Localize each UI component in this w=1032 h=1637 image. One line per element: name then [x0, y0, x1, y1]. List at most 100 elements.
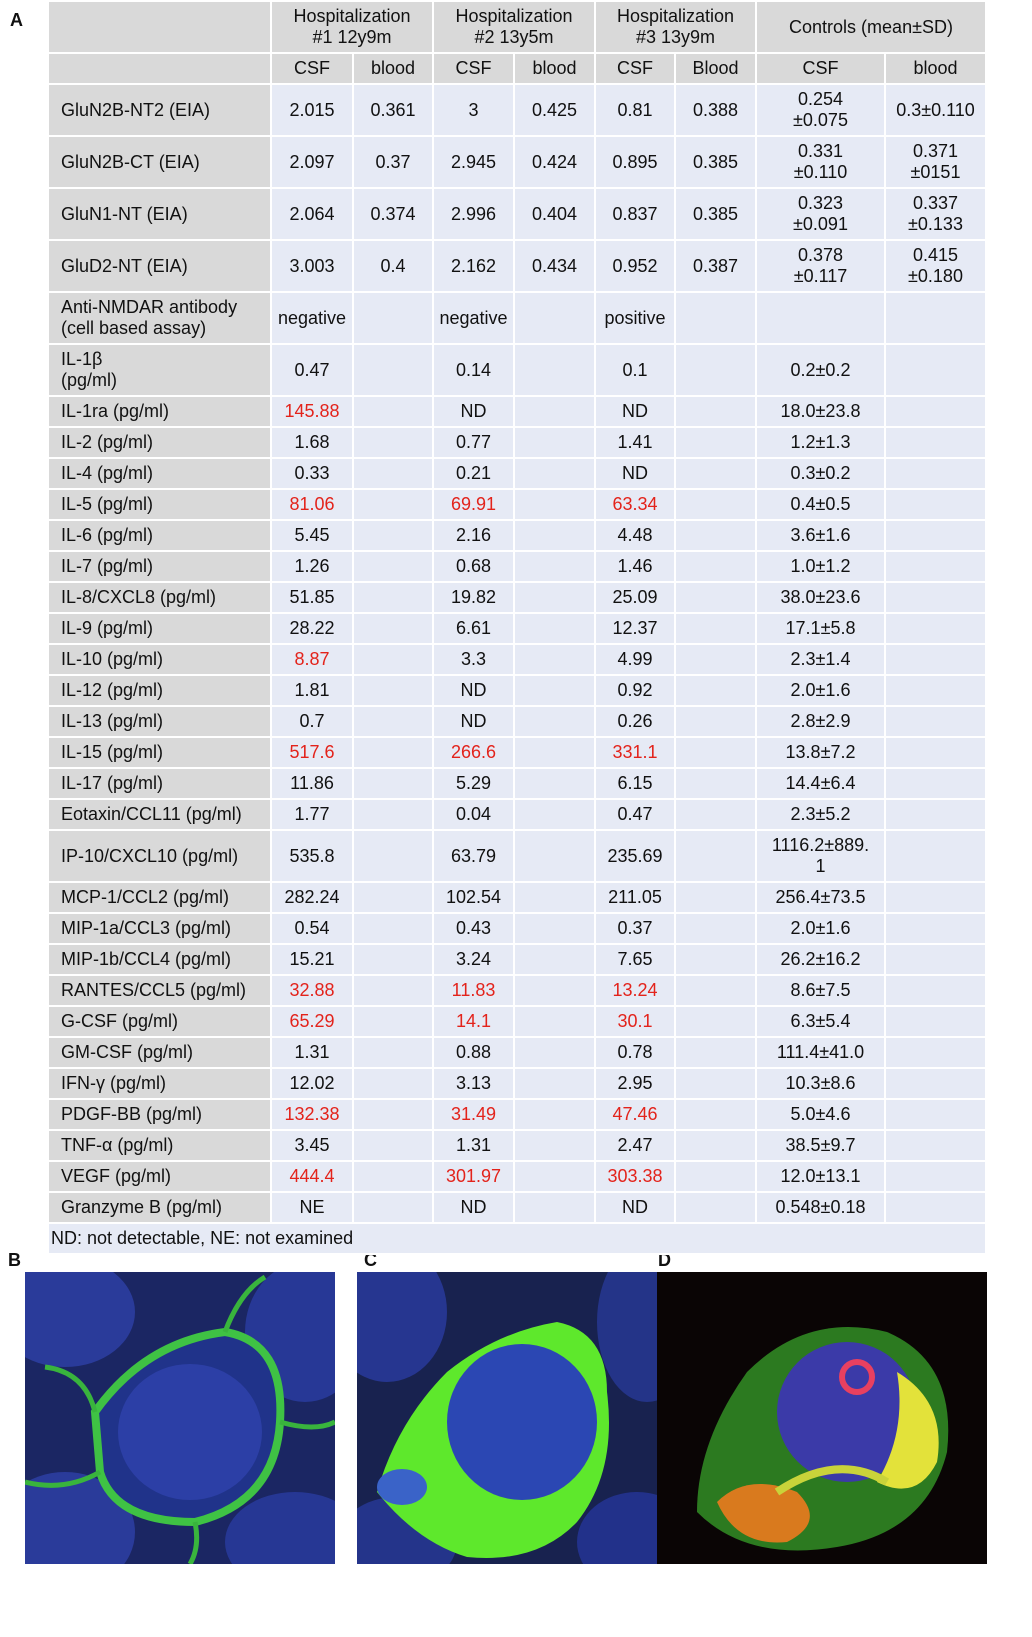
- cell: 0.331 ±0.110: [755, 135, 886, 189]
- cell: [513, 767, 596, 800]
- cell: 111.4±41.0: [755, 1036, 886, 1069]
- row-label: GluD2-NT (EIA): [47, 239, 272, 293]
- cell: [352, 1129, 434, 1162]
- table-row: IL-13 (pg/ml) 0.7 ND 0.26 2.8±2.9: [47, 705, 987, 738]
- cell: 1.68: [270, 426, 354, 459]
- cell: [674, 736, 757, 769]
- cell: 3.003: [270, 239, 354, 293]
- cell: 18.0±23.8: [755, 395, 886, 428]
- cell: [884, 457, 987, 490]
- cell: [674, 1067, 757, 1100]
- cell: 0.4: [352, 239, 434, 293]
- cell: [674, 705, 757, 738]
- header-cell: [47, 0, 272, 54]
- row-label: GM-CSF (pg/ml): [47, 1036, 272, 1069]
- row-label: IL-13 (pg/ml): [47, 705, 272, 738]
- cell: 0.385: [674, 135, 757, 189]
- cell: [513, 943, 596, 976]
- cell: [352, 829, 434, 883]
- panel-label: C: [364, 1250, 377, 1270]
- micrograph-b: [25, 1272, 335, 1564]
- row-label: IL-10 (pg/ml): [47, 643, 272, 676]
- cell: ND: [594, 457, 676, 490]
- cell: [674, 488, 757, 521]
- cell: 17.1±5.8: [755, 612, 886, 645]
- row-label: Anti-NMDAR antibody (cell based assay): [47, 291, 272, 345]
- cell: 0.33: [270, 457, 354, 490]
- table-row: IL-17 (pg/ml) 11.86 5.29 6.15 14.4±6.4: [47, 767, 987, 800]
- cell: [352, 736, 434, 769]
- cell: 2.95: [594, 1067, 676, 1100]
- row-label: RANTES/CCL5 (pg/ml): [47, 974, 272, 1007]
- table-row: IL-1β (pg/ml) 0.47 0.14 0.1 0.2±0.2: [47, 343, 987, 397]
- cell: [884, 767, 987, 800]
- cell: 1116.2±889. 1: [755, 829, 886, 883]
- cell: [513, 912, 596, 945]
- table-row: GluN2B-NT2 (EIA) 2.015 0.361 3 0.425 0.81 0.38…: [47, 83, 987, 137]
- subheader: blood: [884, 52, 987, 85]
- cell: [513, 643, 596, 676]
- cell: 26.2±16.2: [755, 943, 886, 976]
- cell: 31.49: [432, 1098, 515, 1131]
- cell: 0.47: [270, 343, 354, 397]
- cell: 1.77: [270, 798, 354, 831]
- subheader: CSF: [594, 52, 676, 85]
- row-label: VEGF (pg/ml): [47, 1160, 272, 1193]
- row-label: IFN-γ (pg/ml): [47, 1067, 272, 1100]
- group-header: Hospitalization #1 12y9m: [270, 0, 434, 54]
- cell: [884, 581, 987, 614]
- row-label: G-CSF (pg/ml): [47, 1005, 272, 1038]
- cell: [513, 519, 596, 552]
- table-row: VEGF (pg/ml) 444.4 301.97 303.38 12.0±13.1: [47, 1160, 987, 1193]
- row-label: MIP-1b/CCL4 (pg/ml): [47, 943, 272, 976]
- cell: [352, 912, 434, 945]
- cell: 63.79: [432, 829, 515, 883]
- cell: ND: [594, 395, 676, 428]
- cell: [674, 519, 757, 552]
- row-label: IL-8/CXCL8 (pg/ml): [47, 581, 272, 614]
- header-cell: [47, 52, 272, 85]
- cell: 13.24: [594, 974, 676, 1007]
- cell: 2.162: [432, 239, 515, 293]
- cell: [513, 457, 596, 490]
- row-label: IL-17 (pg/ml): [47, 767, 272, 800]
- cell: [513, 1129, 596, 1162]
- cell: 0.387: [674, 239, 757, 293]
- cell: [674, 1036, 757, 1069]
- cell: [884, 1036, 987, 1069]
- table-row: IFN-γ (pg/ml) 12.02 3.13 2.95 10.3±8.6: [47, 1067, 987, 1100]
- cell: 0.77: [432, 426, 515, 459]
- cell: 0.371 ±0151: [884, 135, 987, 189]
- cell: 0.337 ±0.133: [884, 187, 987, 241]
- cell: 331.1: [594, 736, 676, 769]
- cell: [884, 1005, 987, 1038]
- cell: [513, 581, 596, 614]
- cell: 8.6±7.5: [755, 974, 886, 1007]
- cell: 13.8±7.2: [755, 736, 886, 769]
- cell: 0.04: [432, 798, 515, 831]
- cell: 2.945: [432, 135, 515, 189]
- cell: 69.91: [432, 488, 515, 521]
- cell: 1.26: [270, 550, 354, 583]
- row-label: IP-10/CXCL10 (pg/ml): [47, 829, 272, 883]
- cell: 0.7: [270, 705, 354, 738]
- cell: [884, 674, 987, 707]
- row-label: GluN1-NT (EIA): [47, 187, 272, 241]
- row-label: IL-9 (pg/ml): [47, 612, 272, 645]
- cell: [884, 912, 987, 945]
- table-row: GluD2-NT (EIA) 3.003 0.4 2.162 0.434 0.952 0.3…: [47, 239, 987, 293]
- cell: 2.064: [270, 187, 354, 241]
- row-label: MIP-1a/CCL3 (pg/ml): [47, 912, 272, 945]
- cell: [674, 829, 757, 883]
- cell: 65.29: [270, 1005, 354, 1038]
- cell: [674, 612, 757, 645]
- cell: [674, 457, 757, 490]
- cell: [884, 943, 987, 976]
- cell: 235.69: [594, 829, 676, 883]
- cell: 0.68: [432, 550, 515, 583]
- footnote: ND: not detectable, NE: not examined: [47, 1222, 987, 1255]
- cell: 0.92: [594, 674, 676, 707]
- cell: 51.85: [270, 581, 354, 614]
- cell: [513, 1036, 596, 1069]
- cell: [352, 612, 434, 645]
